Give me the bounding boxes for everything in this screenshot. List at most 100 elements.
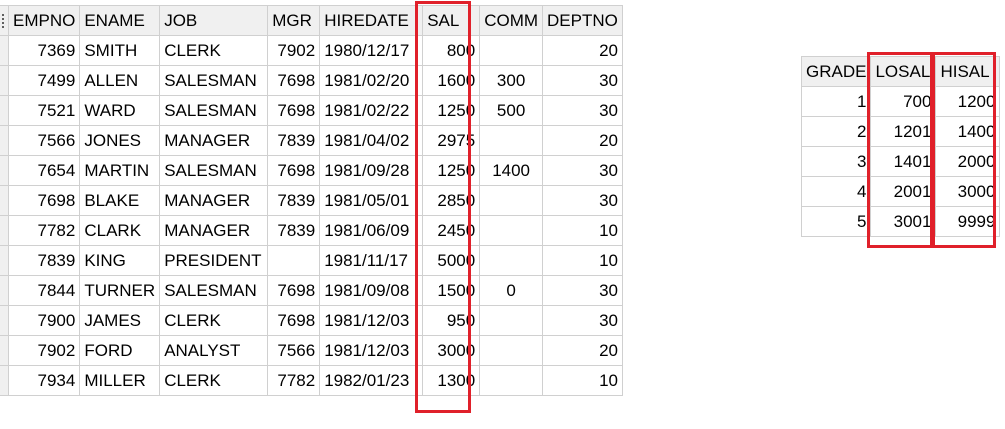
column-header-hiredate[interactable]: HIREDATE <box>319 5 424 36</box>
column-header-deptno[interactable]: DEPTNO <box>542 5 624 36</box>
cell-empno[interactable]: 7934 <box>7 365 81 396</box>
cell-empno[interactable]: 7698 <box>7 185 81 216</box>
row-header[interactable] <box>0 335 9 366</box>
cell-job[interactable]: CLERK <box>159 365 269 396</box>
cell-mgr[interactable] <box>267 245 321 276</box>
cell-sal[interactable]: 1250 <box>422 155 481 186</box>
row-header[interactable] <box>0 65 9 96</box>
row-header[interactable] <box>0 125 9 156</box>
cell-hiredate[interactable]: 1980/12/17 <box>319 35 424 66</box>
row-header[interactable] <box>0 35 9 66</box>
cell-deptno[interactable]: 30 <box>542 155 624 186</box>
table-row[interactable]: 5 3001 9999 <box>800 206 1001 237</box>
cell-deptno[interactable]: 20 <box>542 35 624 66</box>
cell-deptno[interactable]: 20 <box>542 335 624 366</box>
cell-hiredate[interactable]: 1981/04/02 <box>319 125 424 156</box>
cell-deptno[interactable]: 30 <box>542 275 624 306</box>
table-row[interactable]: 7844 TURNER SALESMAN 7698 1981/09/08 150… <box>0 275 624 306</box>
cell-mgr[interactable]: 7839 <box>267 185 321 216</box>
cell-ename[interactable]: MILLER <box>79 365 161 396</box>
cell-comm[interactable] <box>479 185 544 216</box>
cell-grade[interactable]: 4 <box>800 176 872 207</box>
cell-mgr[interactable]: 7782 <box>267 365 321 396</box>
cell-hiredate[interactable]: 1981/11/17 <box>319 245 424 276</box>
table-row[interactable]: 2 1201 1400 <box>800 116 1001 147</box>
column-header-mgr[interactable]: MGR <box>267 5 321 36</box>
table-row[interactable]: 7521 WARD SALESMAN 7698 1981/02/22 1250 … <box>0 95 624 126</box>
cell-hisal[interactable]: 1400 <box>935 116 1001 147</box>
cell-ename[interactable]: KING <box>79 245 161 276</box>
table-row[interactable]: 7839 KING PRESIDENT 1981/11/17 5000 10 <box>0 245 624 276</box>
cell-comm[interactable]: 0 <box>479 275 544 306</box>
row-header[interactable] <box>0 275 9 306</box>
cell-ename[interactable]: BLAKE <box>79 185 161 216</box>
cell-mgr[interactable]: 7698 <box>267 275 321 306</box>
cell-empno[interactable]: 7521 <box>7 95 81 126</box>
cell-grade[interactable]: 3 <box>800 146 872 177</box>
row-header[interactable] <box>0 365 9 396</box>
table-row[interactable]: 3 1401 2000 <box>800 146 1001 177</box>
column-header-losal[interactable]: LOSAL <box>870 56 937 87</box>
cell-empno[interactable]: 7566 <box>7 125 81 156</box>
cell-comm[interactable] <box>479 335 544 366</box>
cell-empno[interactable]: 7839 <box>7 245 81 276</box>
cell-comm[interactable]: 500 <box>479 95 544 126</box>
column-header-sal[interactable]: SAL <box>422 5 481 36</box>
cell-ename[interactable]: TURNER <box>79 275 161 306</box>
cell-grade[interactable]: 5 <box>800 206 872 237</box>
cell-job[interactable]: CLERK <box>159 305 269 336</box>
cell-mgr[interactable]: 7839 <box>267 125 321 156</box>
cell-ename[interactable]: FORD <box>79 335 161 366</box>
cell-job[interactable]: SALESMAN <box>159 155 269 186</box>
cell-sal[interactable]: 2450 <box>422 215 481 246</box>
cell-sal[interactable]: 1600 <box>422 65 481 96</box>
cell-empno[interactable]: 7844 <box>7 275 81 306</box>
cell-hiredate[interactable]: 1981/05/01 <box>319 185 424 216</box>
cell-deptno[interactable]: 10 <box>542 365 624 396</box>
cell-job[interactable]: CLERK <box>159 35 269 66</box>
cell-hiredate[interactable]: 1981/06/09 <box>319 215 424 246</box>
table-row[interactable]: 7902 FORD ANALYST 7566 1981/12/03 3000 2… <box>0 335 624 366</box>
cell-job[interactable]: SALESMAN <box>159 275 269 306</box>
cell-job[interactable]: ANALYST <box>159 335 269 366</box>
row-header[interactable] <box>0 215 9 246</box>
cell-losal[interactable]: 3001 <box>870 206 937 237</box>
cell-mgr[interactable]: 7839 <box>267 215 321 246</box>
cell-deptno[interactable]: 20 <box>542 125 624 156</box>
table-row[interactable]: 7654 MARTIN SALESMAN 7698 1981/09/28 125… <box>0 155 624 186</box>
table-row[interactable]: 7934 MILLER CLERK 7782 1982/01/23 1300 1… <box>0 365 624 396</box>
cell-ename[interactable]: JONES <box>79 125 161 156</box>
cell-empno[interactable]: 7900 <box>7 305 81 336</box>
cell-sal[interactable]: 950 <box>422 305 481 336</box>
cell-deptno[interactable]: 30 <box>542 185 624 216</box>
cell-losal[interactable]: 700 <box>870 86 937 117</box>
table-row[interactable]: 7698 BLAKE MANAGER 7839 1981/05/01 2850 … <box>0 185 624 216</box>
cell-job[interactable]: SALESMAN <box>159 65 269 96</box>
column-header-hisal[interactable]: HISAL <box>935 56 1001 87</box>
cell-losal[interactable]: 1401 <box>870 146 937 177</box>
cell-losal[interactable]: 2001 <box>870 176 937 207</box>
cell-grade[interactable]: 2 <box>800 116 872 147</box>
cell-comm[interactable] <box>479 365 544 396</box>
column-header-ename[interactable]: ENAME <box>79 5 161 36</box>
cell-mgr[interactable]: 7902 <box>267 35 321 66</box>
cell-job[interactable]: PRESIDENT <box>159 245 269 276</box>
cell-deptno[interactable]: 30 <box>542 65 624 96</box>
cell-hiredate[interactable]: 1981/09/08 <box>319 275 424 306</box>
column-header-grade[interactable]: GRADE <box>800 56 872 87</box>
cell-hisal[interactable]: 2000 <box>935 146 1001 177</box>
table-row[interactable]: 7900 JAMES CLERK 7698 1981/12/03 950 30 <box>0 305 624 336</box>
cell-hiredate[interactable]: 1981/02/20 <box>319 65 424 96</box>
cell-mgr[interactable]: 7698 <box>267 155 321 186</box>
cell-deptno[interactable]: 30 <box>542 305 624 336</box>
cell-mgr[interactable]: 7566 <box>267 335 321 366</box>
cell-hiredate[interactable]: 1981/09/28 <box>319 155 424 186</box>
cell-sal[interactable]: 1500 <box>422 275 481 306</box>
cell-hiredate[interactable]: 1981/12/03 <box>319 305 424 336</box>
cell-empno[interactable]: 7499 <box>7 65 81 96</box>
cell-ename[interactable]: SMITH <box>79 35 161 66</box>
row-header[interactable] <box>0 95 9 126</box>
column-header-job[interactable]: JOB <box>159 5 269 36</box>
cell-sal[interactable]: 1250 <box>422 95 481 126</box>
cell-sal[interactable]: 2850 <box>422 185 481 216</box>
